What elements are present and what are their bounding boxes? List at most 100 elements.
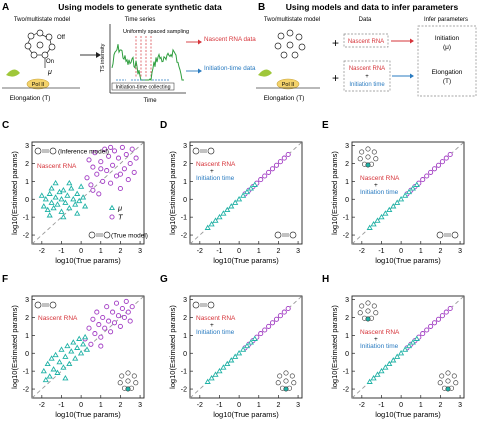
point-T — [106, 318, 112, 324]
x-tick-label: 0 — [237, 402, 241, 409]
nascent-rna-label: Nascent RNA — [360, 329, 400, 336]
x-tick-label: 0 — [79, 248, 83, 255]
y-tick-label: 2 — [345, 315, 349, 322]
x-tick-label: 2 — [118, 402, 122, 409]
x-tick-label: 3 — [458, 248, 462, 255]
point-mu — [52, 179, 59, 186]
x-tick-label: -1 — [378, 402, 384, 409]
point-mu — [76, 197, 83, 204]
point-T — [86, 325, 92, 331]
point-mu — [50, 204, 57, 211]
y-tick-label: 0 — [345, 351, 349, 358]
point-mu — [44, 206, 51, 213]
inference-model-icon — [192, 147, 215, 155]
inference-model-icon — [34, 301, 57, 309]
x-tick-label: 1 — [419, 248, 423, 255]
y-tick-label: 2 — [25, 161, 29, 168]
y-tick-label: -1 — [23, 215, 29, 222]
true-model-label: (True model) — [111, 233, 148, 240]
x-tick-label: 0 — [237, 248, 241, 255]
point-mu — [48, 185, 55, 191]
x-tick-label: -1 — [378, 248, 384, 255]
point-mu — [40, 367, 47, 374]
y-axis-label: log10(Estimated params) — [168, 151, 177, 235]
y-tick-label: 2 — [345, 161, 349, 168]
init-arrowhead — [198, 68, 202, 74]
arrow-b2-head — [410, 73, 414, 79]
point-mu — [64, 342, 71, 349]
point-T — [108, 329, 114, 335]
x-tick-label: -2 — [197, 402, 203, 409]
point-T — [281, 309, 287, 315]
point-mu — [74, 344, 81, 350]
inference-model-icon — [192, 301, 215, 309]
point-T — [431, 320, 438, 326]
plot-frame — [189, 295, 303, 399]
data-box-2-plus: + — [365, 74, 369, 80]
y-tick-label: 1 — [25, 333, 29, 340]
point-T — [111, 320, 118, 326]
point-T — [447, 305, 453, 312]
point-T — [106, 153, 112, 159]
x-tick-label: 3 — [458, 402, 462, 409]
point-T — [424, 327, 430, 333]
x-axis-label: log10(True params) — [375, 410, 441, 419]
ts-trace — [111, 44, 184, 82]
point-T — [125, 309, 131, 315]
point-T — [439, 313, 445, 319]
y-tick-label: -2 — [23, 387, 29, 394]
multistate-true-icon — [275, 370, 297, 392]
true-model-icon — [274, 231, 297, 239]
point-mu — [240, 192, 247, 198]
point-mu — [228, 357, 235, 363]
y-tick-label: -2 — [343, 387, 349, 394]
point-mu — [216, 367, 223, 374]
sampling-markers — [135, 36, 152, 78]
x-tick-label: -1 — [216, 402, 222, 409]
point-T — [96, 322, 102, 328]
point-mu — [70, 339, 77, 345]
x-axis-label: log10(True params) — [375, 256, 441, 265]
point-T — [96, 191, 102, 197]
y-tick-label: 1 — [345, 179, 349, 186]
initiation-time-label: Initiation time — [360, 189, 399, 196]
point-mu — [370, 220, 377, 227]
x-tick-label: -2 — [359, 402, 365, 409]
point-mu — [224, 206, 231, 213]
nascent-rna-label: Nascent RNA — [196, 315, 236, 322]
panel-b-model-label: Two/multistate model — [264, 17, 320, 23]
elongation-label-b: Elongation (T) — [264, 95, 305, 102]
point-T — [123, 298, 129, 304]
point-mu — [216, 213, 223, 220]
point-T — [88, 182, 94, 188]
point-mu — [68, 348, 75, 354]
point-T — [102, 325, 108, 331]
plus-label: + — [210, 322, 214, 329]
out-rna-label: Nascent RNA data — [204, 36, 256, 43]
data-box-1-text: Nascent RNA — [348, 39, 384, 45]
state-network-icon-b — [274, 29, 306, 59]
point-mu — [386, 360, 393, 367]
point-T — [98, 334, 104, 340]
point-T — [90, 164, 96, 170]
point-mu — [208, 374, 215, 381]
point-T — [84, 175, 90, 181]
y-tick-label: 0 — [25, 351, 29, 358]
point-mu — [390, 203, 397, 209]
point-mu — [405, 188, 413, 195]
point-mu — [405, 342, 413, 349]
x-axis-label: log10(True params) — [55, 410, 121, 419]
multistate-true-icon — [117, 370, 139, 392]
point-T — [123, 151, 129, 158]
point-mu — [374, 371, 381, 377]
point-mu — [82, 203, 89, 209]
point-mu — [220, 210, 227, 216]
point-T — [94, 309, 100, 315]
out2-line1: Elongation — [432, 69, 463, 76]
point-T — [258, 331, 264, 337]
point-mu — [72, 201, 79, 207]
point-mu — [58, 346, 65, 352]
x-tick-label: 0 — [79, 402, 83, 409]
y-tick-label: 1 — [183, 179, 187, 186]
